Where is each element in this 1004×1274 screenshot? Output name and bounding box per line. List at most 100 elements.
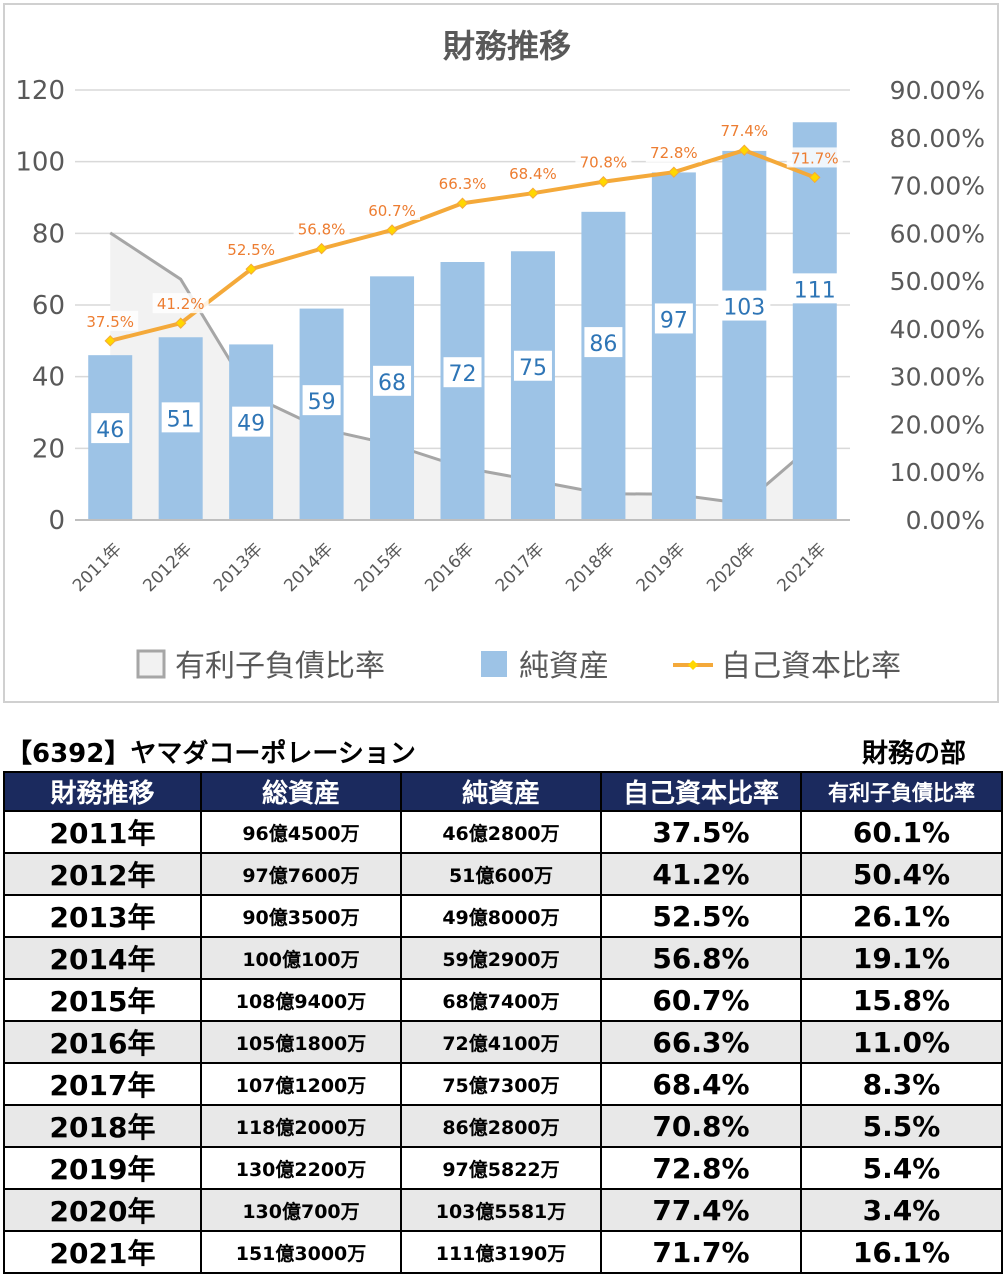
section-title: 財務の部 — [861, 739, 966, 769]
cell-total-assets: 130億2200万 — [200, 1146, 402, 1190]
bar-label-bg — [443, 357, 482, 388]
cell-year: 2011年 — [3, 810, 202, 854]
cell-net-assets: 97億5822万 — [400, 1146, 602, 1190]
line-label-bg — [364, 199, 421, 220]
bar-label-bg — [584, 327, 623, 358]
table-row: 2020年 130億700万 103億5581万 77.4% 3.4% — [3, 1188, 1003, 1232]
cell-total-assets: 118億2000万 — [200, 1104, 402, 1148]
table-row: 2013年 90億3500万 49億8000万 52.5% 26.1% — [3, 894, 1003, 938]
table-row: 2018年 118億2000万 86億2800万 70.8% 5.5% — [3, 1104, 1003, 1148]
line-data-label: 71.7% — [791, 149, 839, 167]
bar-net-assets — [651, 172, 696, 520]
bar-label-bg — [91, 413, 130, 444]
line-label-bg — [434, 173, 491, 194]
y-left-tick-label: 40 — [32, 363, 65, 393]
table-row: 2014年 100億100万 59億2900万 56.8% 19.1% — [3, 936, 1003, 980]
line-point-equity-ratio — [597, 176, 610, 188]
line-data-label: 70.8% — [580, 154, 628, 172]
cell-year: 2013年 — [3, 894, 202, 938]
cell-net-assets: 46億2800万 — [400, 810, 602, 854]
cell-debt-ratio: 50.4% — [800, 852, 1003, 896]
cell-net-assets: 51億600万 — [400, 852, 602, 896]
bar-data-label: 103 — [723, 296, 765, 321]
cell-equity-ratio: 68.4% — [600, 1062, 802, 1106]
y-right-tick-label: 40.00% — [890, 315, 985, 344]
line-point-equity-ratio — [527, 187, 539, 199]
bar-label-bg — [302, 385, 341, 416]
x-tick-label: 2012年 — [139, 539, 196, 596]
cell-net-assets: 103億5581万 — [400, 1188, 602, 1232]
bar-net-assets — [510, 251, 555, 520]
line-label-bg — [293, 218, 350, 239]
legend-label-equity-ratio: 自己資本比率 — [721, 649, 901, 684]
y-left-tick-label: 80 — [32, 219, 65, 249]
line-label-bg — [82, 310, 139, 331]
x-tick-label: 2016年 — [421, 539, 478, 596]
line-data-label: 56.8% — [298, 221, 346, 239]
y-right-tick-label: 60.00% — [890, 219, 985, 248]
cell-year: 2017年 — [3, 1062, 202, 1106]
cell-equity-ratio: 70.8% — [600, 1104, 802, 1148]
bar-data-label: 111 — [794, 278, 836, 303]
cell-total-assets: 108億9400万 — [200, 978, 402, 1022]
cell-equity-ratio: 52.5% — [600, 894, 802, 938]
cell-equity-ratio: 71.7% — [600, 1230, 802, 1274]
y-left-tick-label: 120 — [15, 76, 65, 106]
cell-net-assets: 72億4100万 — [400, 1020, 602, 1064]
cell-total-assets: 90億3500万 — [200, 894, 402, 938]
legend-label-net-assets: 純資産 — [519, 649, 609, 684]
legend-swatch-debt-ratio — [136, 649, 166, 679]
cell-year: 2015年 — [3, 978, 202, 1022]
header-equity-ratio: 自己資本比率 — [600, 771, 802, 812]
line-point-equity-ratio — [315, 242, 328, 255]
bar-net-assets — [792, 122, 837, 520]
header-period: 財務推移 — [3, 771, 202, 812]
line-label-bg — [716, 120, 773, 141]
x-tick-label: 2011年 — [69, 539, 126, 596]
y-right-tick-label: 50.00% — [890, 267, 985, 296]
bar-label-bg — [654, 303, 693, 334]
cell-equity-ratio: 72.8% — [600, 1146, 802, 1190]
y-left-tick-label: 60 — [32, 291, 65, 321]
y-right-tick-label: 30.00% — [890, 363, 985, 392]
cell-debt-ratio: 19.1% — [800, 936, 1003, 980]
cell-total-assets: 105億1800万 — [200, 1020, 402, 1064]
y-right-tick-label: 80.00% — [890, 124, 985, 153]
y-right-tick-label: 90.00% — [890, 76, 985, 105]
table-row: 2016年 105億1800万 72億4100万 66.3% 11.0% — [3, 1020, 1003, 1064]
x-tick-label: 2013年 — [210, 539, 267, 596]
x-tick-label: 2014年 — [280, 539, 337, 596]
bar-label-bg — [718, 290, 771, 321]
cell-year: 2021年 — [3, 1230, 202, 1274]
line-data-label: 77.4% — [720, 122, 768, 140]
line-point-equity-ratio — [456, 197, 469, 209]
cell-year: 2016年 — [3, 1020, 202, 1064]
cell-equity-ratio: 41.2% — [600, 852, 802, 896]
cell-equity-ratio: 60.7% — [600, 978, 802, 1022]
header-total-assets: 総資産 — [200, 771, 402, 812]
cell-debt-ratio: 11.0% — [800, 1020, 1003, 1064]
cell-debt-ratio: 16.1% — [800, 1230, 1003, 1274]
cell-net-assets: 49億8000万 — [400, 894, 602, 938]
cell-equity-ratio: 66.3% — [600, 1020, 802, 1064]
bar-data-label: 46 — [96, 418, 124, 443]
line-point-equity-ratio — [668, 166, 680, 178]
chart-title: 財務推移 — [443, 27, 571, 65]
cell-debt-ratio: 5.4% — [800, 1146, 1003, 1190]
line-point-equity-ratio — [386, 224, 398, 236]
cell-total-assets: 96億4500万 — [200, 810, 402, 854]
line-label-bg — [575, 151, 632, 172]
legend-swatch-net-assets — [481, 651, 507, 677]
cell-total-assets: 100億100万 — [200, 936, 402, 980]
cell-year: 2019年 — [3, 1146, 202, 1190]
cell-total-assets: 107億1200万 — [200, 1062, 402, 1106]
x-tick-label: 2019年 — [633, 539, 690, 596]
cell-total-assets: 130億700万 — [200, 1188, 402, 1232]
cell-year: 2018年 — [3, 1104, 202, 1148]
bar-label-bg — [232, 406, 271, 437]
header-net-assets: 純資産 — [400, 771, 602, 812]
line-data-label: 37.5% — [86, 313, 134, 331]
y-left-tick-label: 20 — [32, 434, 65, 464]
line-point-equity-ratio — [104, 335, 116, 347]
header-debt-ratio: 有利子負債比率 — [800, 771, 1003, 812]
